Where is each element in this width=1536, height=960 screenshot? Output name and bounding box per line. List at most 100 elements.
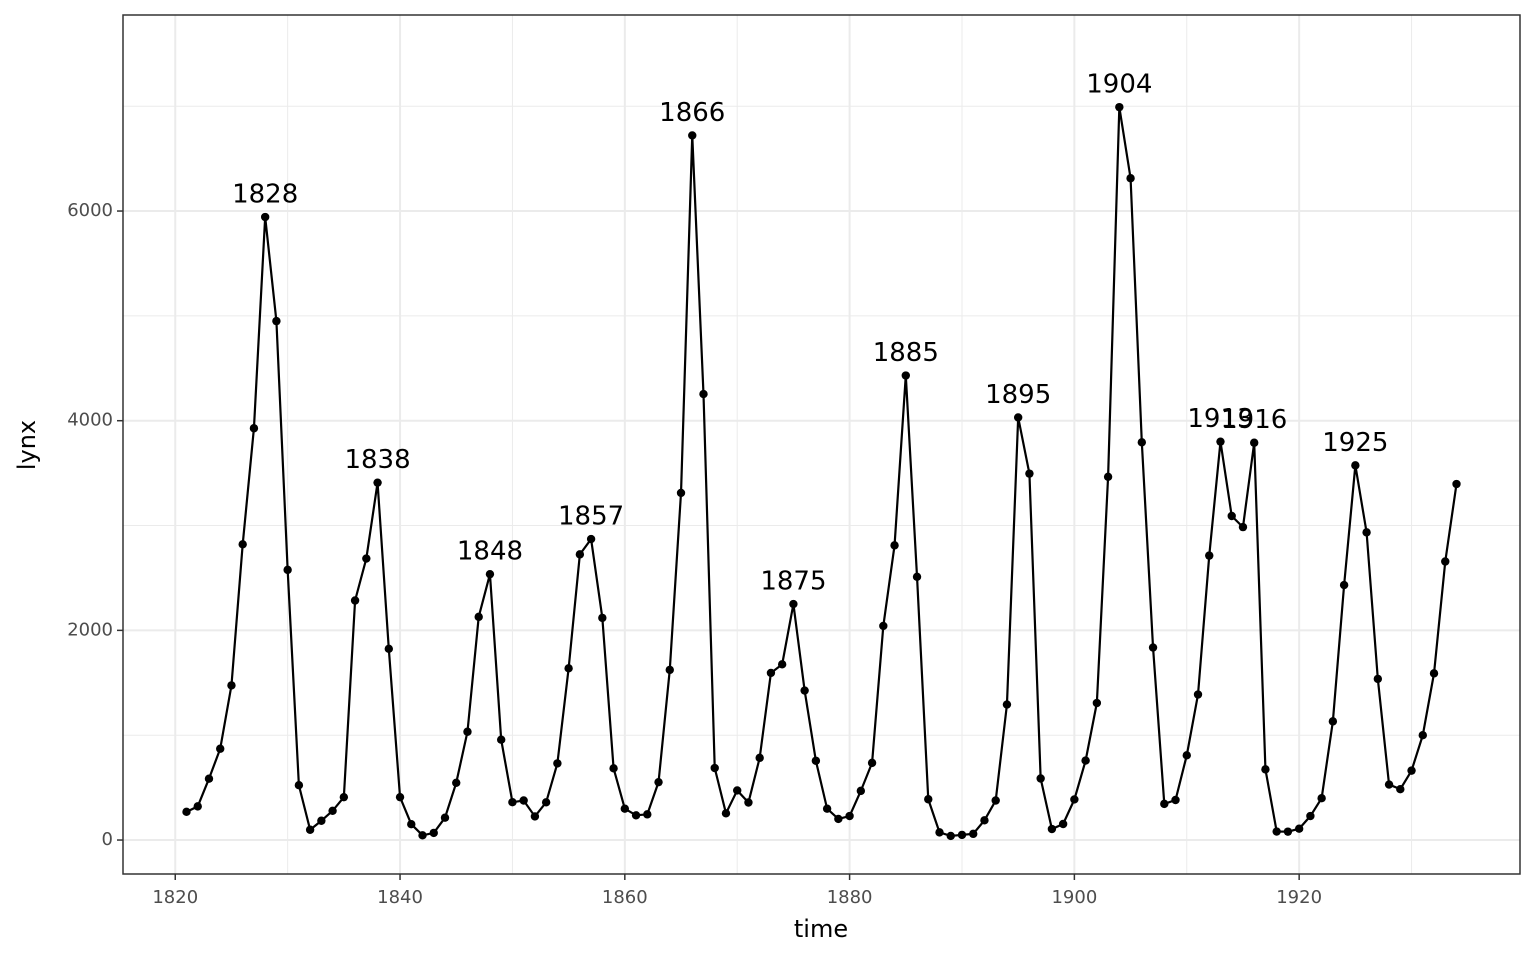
annotation: 1925 <box>1322 428 1388 458</box>
point <box>564 664 573 673</box>
point <box>1418 731 1427 740</box>
panel-border <box>122 14 1521 875</box>
annotation: 1913 <box>1187 404 1253 434</box>
point <box>980 816 989 825</box>
point <box>654 777 663 787</box>
point <box>1373 674 1383 684</box>
point <box>373 478 382 487</box>
point <box>1238 522 1248 532</box>
point <box>1171 795 1180 805</box>
point <box>429 828 438 838</box>
point <box>766 668 776 678</box>
point <box>204 774 214 783</box>
x-tick-label: 1920 <box>1276 887 1322 908</box>
point <box>676 488 686 498</box>
point <box>339 792 349 802</box>
point <box>598 613 607 623</box>
annotation: 1895 <box>985 380 1051 410</box>
x-tick-label: 1820 <box>152 887 198 908</box>
point <box>1103 472 1113 481</box>
annotation: 1904 <box>1086 70 1152 100</box>
x-tick-label: 1860 <box>602 887 648 908</box>
point <box>474 612 483 622</box>
point <box>710 763 719 773</box>
point <box>699 389 708 399</box>
point <box>1013 413 1023 422</box>
point <box>643 810 652 819</box>
point <box>1396 784 1405 794</box>
point <box>924 795 933 804</box>
x-tick-label: 1880 <box>827 887 873 908</box>
point <box>1137 438 1147 447</box>
point <box>1362 528 1371 537</box>
point <box>485 569 495 579</box>
point <box>249 424 259 433</box>
point <box>744 798 753 807</box>
y-tick-label: 4000 <box>67 410 113 431</box>
annotation: 1848 <box>457 537 523 567</box>
annotation: 1838 <box>344 445 410 475</box>
point <box>1047 824 1057 834</box>
point <box>733 786 742 795</box>
point <box>575 550 585 559</box>
point <box>957 830 967 840</box>
point <box>1328 717 1338 726</box>
point <box>216 744 225 753</box>
x-tick-label: 1840 <box>377 887 423 908</box>
point <box>1407 766 1416 775</box>
point <box>879 621 888 631</box>
y-tick-label: 0 <box>102 829 113 850</box>
point <box>407 820 416 829</box>
point <box>238 540 247 549</box>
point <box>418 831 427 840</box>
point <box>1193 690 1203 699</box>
annotation: 1885 <box>873 338 939 368</box>
line <box>186 106 1458 838</box>
point <box>530 812 540 821</box>
annotation: 1857 <box>558 502 624 532</box>
point <box>317 816 326 825</box>
point <box>1249 438 1259 447</box>
point <box>901 371 910 380</box>
point <box>1002 700 1012 709</box>
point <box>1092 698 1102 708</box>
point <box>1025 469 1034 478</box>
annotation: 1916 <box>1221 405 1287 435</box>
point <box>1115 102 1124 112</box>
point <box>1216 437 1225 446</box>
point <box>811 756 821 765</box>
point <box>609 764 618 773</box>
point <box>1294 824 1304 833</box>
point <box>1429 669 1439 678</box>
point <box>362 554 371 563</box>
point <box>350 596 360 605</box>
point <box>508 797 517 807</box>
point <box>1441 557 1450 566</box>
annotation: 1866 <box>659 98 725 128</box>
point <box>834 814 843 824</box>
point <box>1126 174 1135 183</box>
point <box>1339 580 1349 590</box>
point <box>553 759 562 768</box>
point <box>519 796 528 805</box>
point <box>294 781 304 790</box>
point <box>1070 795 1079 804</box>
point <box>541 798 551 807</box>
point <box>755 753 764 763</box>
point <box>867 758 877 768</box>
point <box>822 804 832 813</box>
point <box>1261 765 1270 774</box>
point <box>631 811 641 820</box>
point <box>777 660 787 669</box>
point <box>193 802 202 811</box>
point <box>182 807 191 817</box>
point <box>395 792 405 802</box>
point <box>1182 751 1191 760</box>
y-tick-label: 6000 <box>67 200 113 221</box>
point <box>890 541 899 550</box>
point <box>1306 811 1315 821</box>
point <box>452 778 461 787</box>
point <box>496 735 506 744</box>
point <box>1036 774 1045 783</box>
